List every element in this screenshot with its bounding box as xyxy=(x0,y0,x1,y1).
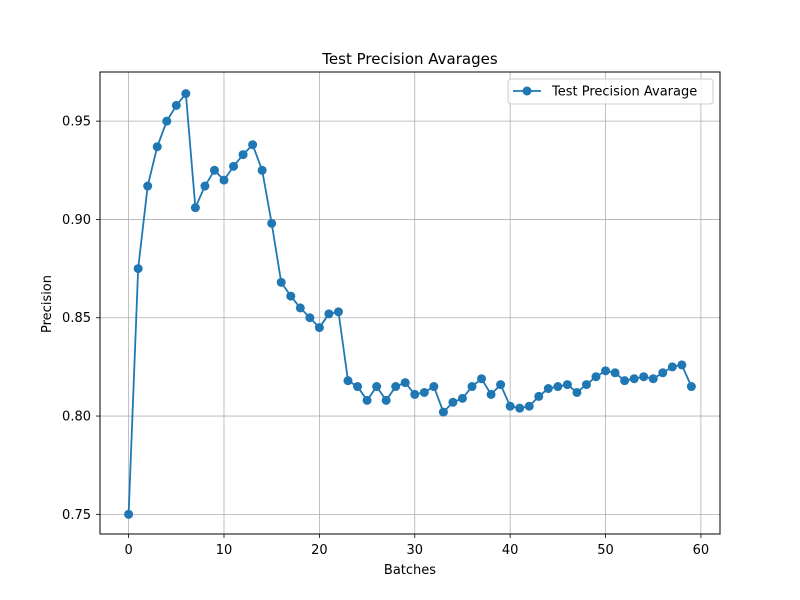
x-tick-label: 40 xyxy=(502,543,519,558)
data-point xyxy=(629,374,639,384)
x-tick-label: 0 xyxy=(124,543,132,558)
y-axis-label: Precision xyxy=(40,275,55,333)
data-point xyxy=(686,382,696,392)
x-axis-ticks: 0 10 20 30 40 50 60 xyxy=(124,534,709,558)
y-tick-label: 0.80 xyxy=(62,410,91,425)
y-tick-label: 0.85 xyxy=(62,311,91,326)
legend-label: Test Precision Avarage xyxy=(551,85,697,100)
data-point xyxy=(171,100,181,110)
data-point xyxy=(591,372,601,382)
legend-point-marker xyxy=(522,86,532,96)
data-point xyxy=(276,277,286,287)
data-point xyxy=(324,309,334,319)
data-point xyxy=(477,374,487,384)
data-point xyxy=(219,175,229,185)
data-point xyxy=(620,376,630,386)
data-point xyxy=(524,401,534,411)
data-point xyxy=(505,401,515,411)
data-point xyxy=(543,384,553,394)
data-point xyxy=(419,387,429,397)
chart-title: Test Precision Avarages xyxy=(321,50,498,68)
data-point xyxy=(314,323,324,333)
x-tick-label: 50 xyxy=(597,543,614,558)
data-point xyxy=(248,140,258,150)
x-axis-label: Batches xyxy=(384,563,436,578)
data-point xyxy=(372,382,382,392)
data-point xyxy=(438,407,448,417)
data-point xyxy=(209,165,219,175)
data-point xyxy=(124,509,134,519)
data-point xyxy=(515,403,525,413)
data-point xyxy=(152,142,162,152)
data-point xyxy=(238,150,248,160)
data-point xyxy=(200,181,210,191)
y-tick-label: 0.75 xyxy=(62,508,91,523)
data-point xyxy=(381,395,391,405)
data-point xyxy=(467,382,477,392)
data-point xyxy=(639,372,649,382)
data-point xyxy=(333,307,343,317)
data-point xyxy=(400,378,410,388)
data-point xyxy=(553,382,563,392)
y-axis-ticks: 0.75 0.80 0.85 0.90 0.95 xyxy=(62,115,100,523)
legend-box xyxy=(507,78,714,105)
data-point xyxy=(295,303,305,313)
data-point xyxy=(267,218,277,228)
data-point xyxy=(572,387,582,397)
data-point xyxy=(229,161,239,171)
legend: Test Precision Avarage xyxy=(507,78,714,105)
axes-frame xyxy=(99,71,721,535)
data-point xyxy=(610,368,620,378)
data-point xyxy=(658,368,668,378)
data-point xyxy=(410,389,420,399)
data-point xyxy=(362,395,372,405)
data-point xyxy=(457,393,467,403)
data-point xyxy=(143,181,153,191)
x-tick-label: 20 xyxy=(311,543,328,558)
data-point xyxy=(353,382,363,392)
data-point xyxy=(190,203,200,213)
data-point xyxy=(648,374,658,384)
data-point xyxy=(133,264,143,274)
data-point xyxy=(581,380,591,390)
y-tick-label: 0.90 xyxy=(62,213,91,228)
x-tick-label: 30 xyxy=(406,543,423,558)
data-point xyxy=(181,89,191,99)
data-point xyxy=(257,165,267,175)
data-point xyxy=(486,389,496,399)
data-point xyxy=(496,380,506,390)
data-point xyxy=(286,291,296,301)
data-point xyxy=(162,116,172,126)
data-point xyxy=(601,366,611,376)
data-point xyxy=(562,380,572,390)
data-point xyxy=(667,362,677,372)
data-point xyxy=(677,360,687,370)
data-point xyxy=(534,391,544,401)
data-point xyxy=(305,313,315,323)
data-point xyxy=(343,376,353,386)
data-point xyxy=(429,382,439,392)
x-tick-label: 60 xyxy=(693,543,710,558)
grid-lines xyxy=(100,72,720,534)
data-point xyxy=(448,397,458,407)
y-tick-label: 0.95 xyxy=(62,115,91,130)
data-point xyxy=(391,382,401,392)
plot-area xyxy=(124,89,696,519)
x-tick-label: 10 xyxy=(216,543,233,558)
